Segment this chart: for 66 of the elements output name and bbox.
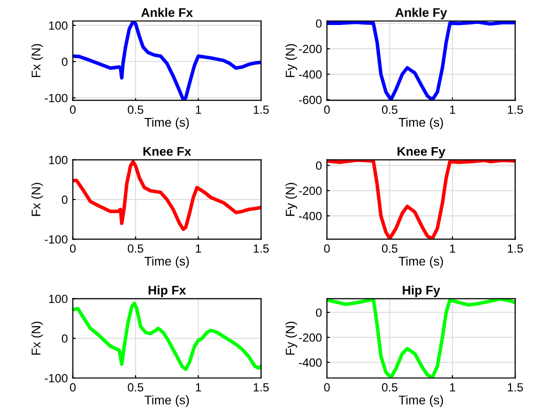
x-tick-label: 0 bbox=[324, 244, 330, 253]
y-tick-label: 0 bbox=[316, 308, 322, 317]
line-series bbox=[326, 298, 516, 378]
y-tick-label: 0 bbox=[316, 19, 322, 28]
y-tick-label: -100 bbox=[44, 235, 68, 244]
y-tick-label: -400 bbox=[298, 358, 322, 367]
x-tick-label: 0.5 bbox=[382, 244, 398, 253]
y-tick-label: 0 bbox=[62, 58, 68, 66]
y-tick-label: -200 bbox=[298, 44, 322, 54]
chart-title: Ankle Fy bbox=[395, 8, 448, 20]
x-tick-label: 1.5 bbox=[254, 383, 269, 392]
chart-title: Hip Fx bbox=[148, 285, 186, 298]
x-tick-label: 1 bbox=[196, 244, 202, 253]
x-tick-label: 0.5 bbox=[128, 106, 144, 114]
line-series bbox=[72, 302, 262, 372]
y-tick-label: -400 bbox=[298, 212, 322, 220]
y-axis-title: Fx (N) bbox=[31, 44, 43, 77]
y-axis-title: Fy (N) bbox=[285, 182, 298, 216]
y-axis-title: Fy (N) bbox=[285, 322, 298, 355]
x-tick-label: 1 bbox=[450, 106, 456, 114]
x-axis-title: Time (s) bbox=[398, 256, 443, 268]
x-axis-title: Time (s) bbox=[144, 118, 189, 130]
y-tick-label: -200 bbox=[298, 333, 322, 342]
y-tick-label: 0 bbox=[316, 161, 322, 170]
x-tick-label: 0 bbox=[324, 106, 330, 114]
x-tick-label: 0 bbox=[324, 383, 330, 392]
x-tick-label: 1.5 bbox=[508, 244, 523, 253]
x-axis-title: Time (s) bbox=[144, 256, 189, 268]
y-tick-label: 0 bbox=[62, 196, 68, 204]
chart-title: Knee Fx bbox=[143, 147, 192, 156]
x-tick-label: 1 bbox=[450, 244, 456, 253]
y-tick-label: -600 bbox=[298, 96, 322, 104]
chart-title: Knee Fy bbox=[398, 147, 446, 158]
line-series bbox=[72, 21, 262, 100]
line-series bbox=[326, 160, 516, 240]
y-tick-label: 100 bbox=[49, 294, 68, 304]
y-tick-label: 0 bbox=[62, 334, 68, 343]
x-tick-label: 1 bbox=[196, 106, 202, 114]
x-axis-title: Time (s) bbox=[398, 118, 443, 130]
x-tick-label: 0.5 bbox=[382, 106, 398, 114]
x-tick-label: 1.5 bbox=[508, 106, 523, 114]
y-tick-label: -100 bbox=[44, 94, 68, 102]
x-tick-label: 1.5 bbox=[254, 244, 269, 253]
y-axis-title: Fx (N) bbox=[31, 182, 43, 216]
x-tick-label: 0.5 bbox=[128, 383, 144, 392]
y-tick-label: 100 bbox=[49, 21, 68, 30]
x-tick-label: 1.5 bbox=[508, 383, 523, 392]
y-axis-title: Fy (N) bbox=[285, 44, 298, 77]
x-axis-title: Time (s) bbox=[144, 395, 189, 407]
line-series bbox=[326, 21, 516, 100]
x-tick-label: 0 bbox=[70, 106, 76, 114]
x-tick-label: 1 bbox=[196, 383, 202, 392]
x-tick-label: 1 bbox=[450, 383, 456, 392]
chart-title: Hip Fy bbox=[402, 285, 440, 298]
x-axis-title: Time (s) bbox=[398, 395, 443, 407]
x-tick-label: 0.5 bbox=[128, 244, 144, 253]
x-tick-label: 0 bbox=[70, 244, 76, 253]
chart-title: Ankle Fx bbox=[141, 8, 193, 17]
x-tick-label: 0.5 bbox=[382, 383, 398, 392]
y-tick-label: 100 bbox=[49, 156, 68, 164]
y-tick-label: -100 bbox=[44, 374, 68, 382]
y-axis-title: Fx (N) bbox=[31, 322, 43, 355]
y-tick-label: -200 bbox=[298, 186, 322, 195]
x-tick-label: 0 bbox=[70, 383, 76, 392]
y-tick-label: -400 bbox=[298, 70, 322, 79]
x-tick-label: 1.5 bbox=[254, 106, 269, 114]
